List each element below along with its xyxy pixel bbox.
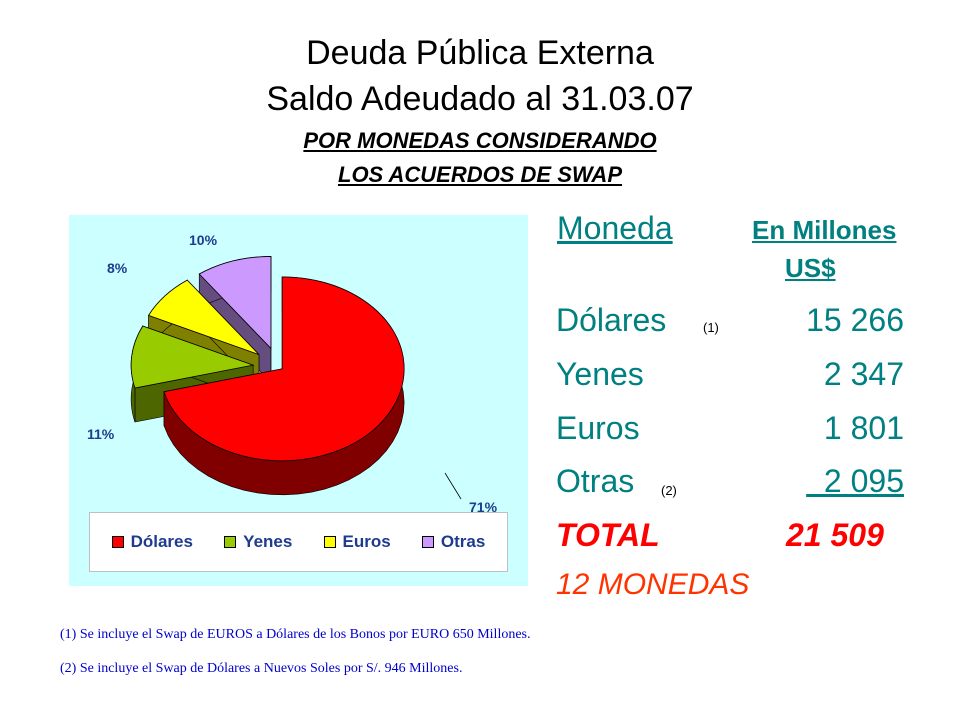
legend-label: Yenes — [243, 532, 293, 551]
currency-value: 15 266 — [806, 302, 904, 338]
table-row: Otras (2) 2 095 — [556, 463, 904, 507]
currency-name: Yenes — [556, 356, 644, 392]
legend-item-otras: Otras — [421, 532, 486, 552]
pie-slice-otras — [198, 256, 272, 350]
slice-percent-label: 8% — [107, 260, 128, 276]
table-row: Yenes 2 347 — [556, 356, 904, 400]
currency-name: Euros — [556, 410, 640, 446]
column-header-moneda: Moneda — [557, 210, 673, 246]
legend-label: Otras — [440, 532, 486, 551]
slice-percent-label: 11% — [87, 426, 115, 442]
legend-label: Dólares — [130, 532, 193, 551]
pie-chart-area: 71% 11% 8% 10% Dólares Yenes Euros Otras — [69, 215, 528, 586]
pie-slice-yenes — [130, 325, 255, 389]
pie-slice-dólares — [163, 276, 405, 462]
page-subtitle-date: Saldo Adeudado al 31.03.07 — [266, 80, 694, 118]
page-title: Deuda Pública Externa — [306, 34, 654, 72]
slice-percent-label: 71% — [469, 499, 498, 515]
currency-value: 2 095 — [806, 463, 904, 499]
currency-name: Dólares — [556, 302, 667, 338]
currency-value: 1 801 — [823, 410, 904, 446]
section-heading-line-2: LOS ACUERDOS DE SWAP — [338, 162, 622, 187]
currency-count: 12 MONEDAS — [556, 568, 750, 601]
legend-label: Euros — [342, 532, 391, 551]
pie-slice-euros — [147, 279, 260, 355]
legend-swatch — [224, 536, 237, 548]
column-header-currency: US$ — [785, 253, 836, 283]
footnote-ref: (1) — [703, 320, 719, 335]
legend-item-yenes: Yenes — [224, 532, 292, 552]
footnote-2: (2) Se incluye el Swap de Dólares a Nuev… — [60, 661, 463, 676]
legend-swatch — [323, 536, 336, 548]
legend-swatch — [421, 536, 434, 548]
total-value: 21 509 — [786, 517, 884, 553]
currency-name: Otras — [556, 463, 635, 499]
slice-percent-label: 10% — [189, 232, 218, 248]
legend-item-dolares: Dólares — [111, 532, 193, 552]
table-row: Dólares (1) 15 266 — [556, 302, 904, 346]
legend-item-euros: Euros — [323, 532, 391, 552]
footnote-ref: (2) — [661, 483, 677, 498]
pie-chart: 71% 11% 8% 10% — [87, 232, 498, 515]
table-row: Euros 1 801 — [556, 410, 904, 454]
label-leader-line — [444, 472, 462, 500]
currency-value: 2 347 — [823, 356, 904, 392]
column-header-millones: En Millones — [752, 215, 897, 245]
chart-legend: Dólares Yenes Euros Otras — [89, 512, 508, 572]
footnote-1: (1) Se incluye el Swap de EUROS a Dólare… — [60, 627, 531, 642]
total-label: TOTAL — [556, 517, 660, 553]
legend-swatch — [111, 536, 124, 548]
section-heading-line-1: POR MONEDAS CONSIDERANDO — [303, 128, 657, 153]
